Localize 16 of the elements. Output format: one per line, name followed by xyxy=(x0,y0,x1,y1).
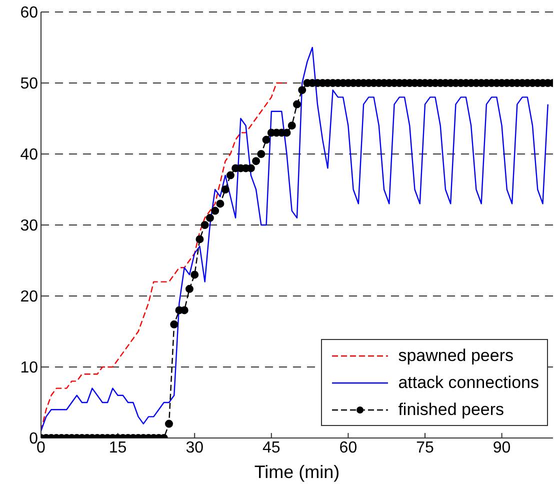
legend-label: finished peers xyxy=(398,400,504,420)
x-tick-label: 30 xyxy=(186,439,204,456)
x-tick-label: 75 xyxy=(416,439,434,456)
x-tick-label: 60 xyxy=(339,439,358,456)
x-tick-label: 15 xyxy=(108,439,127,456)
x-axis-title: Time (min) xyxy=(254,462,340,482)
y-tick-label: 60 xyxy=(20,4,38,22)
y-tick-label: 10 xyxy=(20,360,38,377)
legend-label: attack connections xyxy=(398,372,539,392)
x-tick-label: 90 xyxy=(492,439,511,456)
y-tick-label: 40 xyxy=(20,146,38,164)
legend-label: spawned peers xyxy=(398,346,514,366)
y-tick-label: 30 xyxy=(20,218,38,235)
y-tick-label: 20 xyxy=(20,288,38,306)
y-tick-label: 50 xyxy=(20,76,38,93)
x-tick-label: 45 xyxy=(262,439,280,456)
